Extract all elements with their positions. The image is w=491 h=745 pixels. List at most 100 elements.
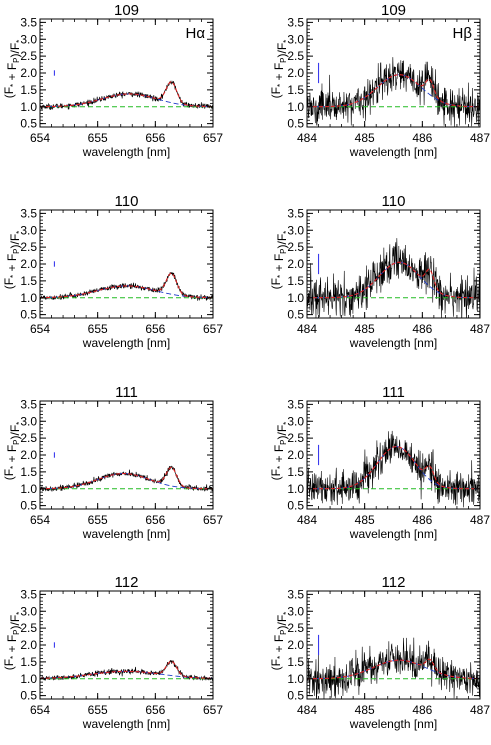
x-tick-label: 654 — [30, 513, 50, 527]
x-tick-label: 654 — [30, 703, 50, 717]
x-tick-label: 656 — [145, 513, 165, 527]
spectrum-data-line — [307, 430, 480, 508]
broad-component-fit — [307, 74, 480, 108]
y-tick-label: 3.0 — [287, 32, 304, 46]
y-tick-label: 0.5 — [287, 308, 304, 322]
spectrum-data-line — [307, 238, 480, 318]
plot-frame — [39, 209, 214, 319]
x-tick-label: 484 — [297, 131, 317, 145]
y-tick-label: 2.5 — [20, 49, 37, 63]
y-tick-label: 0.5 — [287, 117, 304, 131]
panel-110-hbeta: 110 484 485 486 487 0.5 1.0 1.5 2.0 2.5 3.0 3.5 wave… — [269, 193, 490, 350]
y-axis-label: (F* + FP)/F* — [2, 231, 24, 290]
spectrum-data-line — [40, 659, 213, 682]
y-tick-label: 1.0 — [20, 100, 37, 114]
x-tick-label: 656 — [145, 703, 165, 717]
x-tick-label: 484 — [297, 703, 317, 717]
line-annotation: Hα — [185, 25, 205, 42]
y-tick-label: 1.5 — [20, 83, 37, 97]
y-tick-label: 1.5 — [20, 465, 37, 479]
y-tick-label: 3.5 — [287, 206, 304, 220]
y-tick-label: 3.5 — [20, 397, 37, 411]
y-tick-label: 1.0 — [287, 482, 304, 496]
y-tick-label: 2.0 — [20, 257, 37, 271]
y-tick-label: 3.5 — [20, 206, 37, 220]
y-tick-label: 1.0 — [287, 100, 304, 114]
y-tick-label: 0.5 — [20, 308, 37, 322]
x-tick-label: 657 — [203, 322, 223, 336]
x-tick-label: 486 — [412, 513, 432, 527]
y-tick-label: 2.5 — [20, 240, 37, 254]
broad-component-fit — [307, 659, 480, 680]
broad-component-fit — [40, 93, 213, 108]
y-tick-label: 1.5 — [20, 655, 37, 669]
x-tick-label: 487 — [470, 322, 490, 336]
x-axis-label: wavelength [nm] — [82, 336, 170, 350]
panel-title: 111 — [115, 384, 138, 401]
x-tick-label: 485 — [355, 513, 375, 527]
panel-110-halpha: 110 654 655 656 657 0.5 1.0 1.5 2.0 2.5 3.0 3.5 wave… — [2, 193, 223, 350]
x-axis-label: wavelength [nm] — [349, 717, 437, 731]
y-axis-label: (F* + FP)/F* — [2, 40, 24, 99]
y-tick-label: 1.0 — [287, 291, 304, 305]
x-tick-label: 657 — [203, 131, 223, 145]
plot-frame — [39, 400, 214, 510]
x-tick-label: 486 — [412, 131, 432, 145]
x-tick-label: 486 — [412, 703, 432, 717]
x-axis-label: wavelength [nm] — [82, 527, 170, 541]
y-tick-label: 2.5 — [287, 240, 304, 254]
total-fit-line — [40, 660, 213, 679]
total-fit-line — [40, 466, 213, 490]
y-tick-label: 2.0 — [287, 257, 304, 271]
panel-title: 111 — [382, 384, 405, 401]
y-tick-label: 3.5 — [287, 397, 304, 411]
panel-title: 110 — [382, 193, 406, 210]
y-tick-label: 2.5 — [20, 621, 37, 635]
x-tick-label: 655 — [88, 513, 108, 527]
panel-title: 112 — [382, 574, 406, 591]
x-tick-label: 484 — [297, 513, 317, 527]
spectrum-data-line — [307, 57, 480, 127]
panel-title: 109 — [114, 2, 139, 19]
total-fit-line — [307, 658, 480, 680]
y-tick-label: 1.5 — [20, 274, 37, 288]
plot-frame — [39, 590, 214, 700]
panel-112-hbeta: 112 484 485 486 487 0.5 1.0 1.5 2.0 2.5 3.0 3.5 wave… — [269, 574, 490, 731]
panel-title: 112 — [115, 574, 139, 591]
y-axis-label: (F* + FP)/F* — [2, 612, 24, 671]
y-axis-label: (F* + FP)/F* — [269, 422, 291, 481]
x-axis-label: wavelength [nm] — [349, 336, 437, 350]
x-tick-label: 486 — [412, 322, 432, 336]
x-axis-label: wavelength [nm] — [349, 527, 437, 541]
y-tick-label: 2.0 — [287, 638, 304, 652]
y-tick-label: 0.5 — [20, 499, 37, 513]
line-annotation: Hβ — [453, 25, 473, 42]
x-tick-label: 654 — [30, 131, 50, 145]
total-fit-line — [307, 446, 480, 490]
y-tick-label: 0.5 — [20, 689, 37, 703]
y-tick-label: 1.0 — [20, 291, 37, 305]
y-tick-label: 3.0 — [20, 223, 37, 237]
x-tick-label: 487 — [470, 131, 490, 145]
y-tick-label: 3.5 — [287, 587, 304, 601]
y-tick-label: 2.5 — [287, 621, 304, 635]
y-tick-label: 3.0 — [20, 604, 37, 618]
y-tick-label: 3.5 — [20, 587, 37, 601]
x-tick-label: 655 — [88, 131, 108, 145]
total-fit-line — [40, 81, 213, 108]
x-tick-label: 657 — [203, 703, 223, 717]
x-tick-label: 655 — [88, 322, 108, 336]
y-tick-label: 3.5 — [20, 15, 37, 29]
panel-111-halpha: 111 654 655 656 657 0.5 1.0 1.5 2.0 2.5 3.0 3.5 wave… — [2, 384, 223, 541]
y-tick-label: 3.5 — [287, 15, 304, 29]
y-axis-label: (F* + FP)/F* — [269, 612, 291, 671]
panel-title: 109 — [381, 2, 406, 19]
broad-component-fit — [40, 670, 213, 679]
y-axis-label: (F* + FP)/F* — [269, 40, 291, 99]
y-tick-label: 3.0 — [287, 604, 304, 618]
panel-109-halpha: 109 Hα 654 655 656 657 0.5 1.0 1.5 2.0 2.5 3.0 3.5 wa… — [2, 2, 223, 159]
x-tick-label: 485 — [355, 703, 375, 717]
y-tick-label: 1.0 — [287, 672, 304, 686]
y-tick-label: 0.5 — [287, 499, 304, 513]
